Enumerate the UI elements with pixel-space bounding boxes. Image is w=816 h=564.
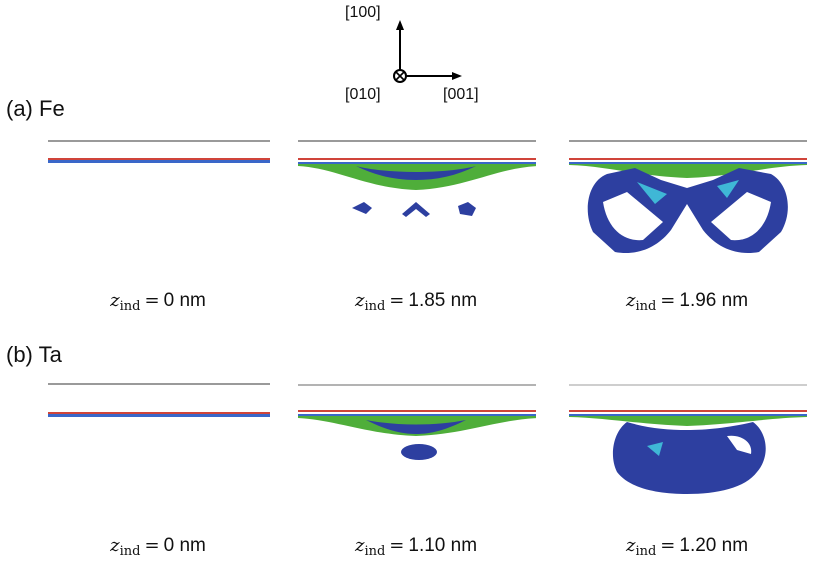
caption-ta-0: zind = 0 nm [110,535,206,559]
panel-ta-0 [46,376,286,516]
caption-value: 0 nm [163,535,206,556]
caption-var: z [625,290,636,311]
axes-arrows [393,20,462,83]
panel-fe-0 [46,132,286,272]
snapshot-ta-1 [298,384,536,460]
caption-sub: ind [364,544,386,559]
axis-label-100: [100] [345,4,381,21]
axis-label-010: [010] [345,86,381,103]
row-title-fe: (a) Fe [6,96,65,121]
caption-value: 1.85 nm [408,290,478,311]
caption-var: z [625,535,636,556]
caption-sub: ind [364,299,386,314]
caption-fe-2: zind = 1.96 nm [625,290,749,314]
caption-ta-1: zind = 1.10 nm [354,535,478,559]
snapshot-fe-0 [48,140,270,163]
caption-ta-2: zind = 1.20 nm [625,535,749,559]
panel-fe-2 [567,132,807,272]
caption-var: z [354,290,365,311]
snapshot-ta-0 [48,383,270,417]
panel-ta-2 [567,376,807,516]
caption-var: z [354,535,365,556]
caption-sub: ind [119,299,141,314]
caption-fe-1: zind = 1.85 nm [354,290,478,314]
panel-fe-1 [296,132,536,272]
caption-value: 1.10 nm [408,535,478,556]
caption-var: z [110,290,120,311]
axis-label-001: [001] [443,86,479,103]
caption-fe-0: zind = 0 nm [110,290,206,314]
row-title-ta: (b) Ta [6,342,62,367]
caption-value: 1.20 nm [679,535,749,556]
caption-var: z [110,535,120,556]
caption-sub: ind [635,544,657,559]
caption-sub: ind [119,544,141,559]
caption-value: 0 nm [163,290,206,311]
snapshot-fe-2 [569,140,807,254]
snapshot-ta-2 [569,384,807,494]
caption-sub: ind [635,299,657,314]
panel-ta-1 [296,376,536,516]
snapshot-fe-1 [298,140,536,217]
caption-value: 1.96 nm [679,290,749,311]
